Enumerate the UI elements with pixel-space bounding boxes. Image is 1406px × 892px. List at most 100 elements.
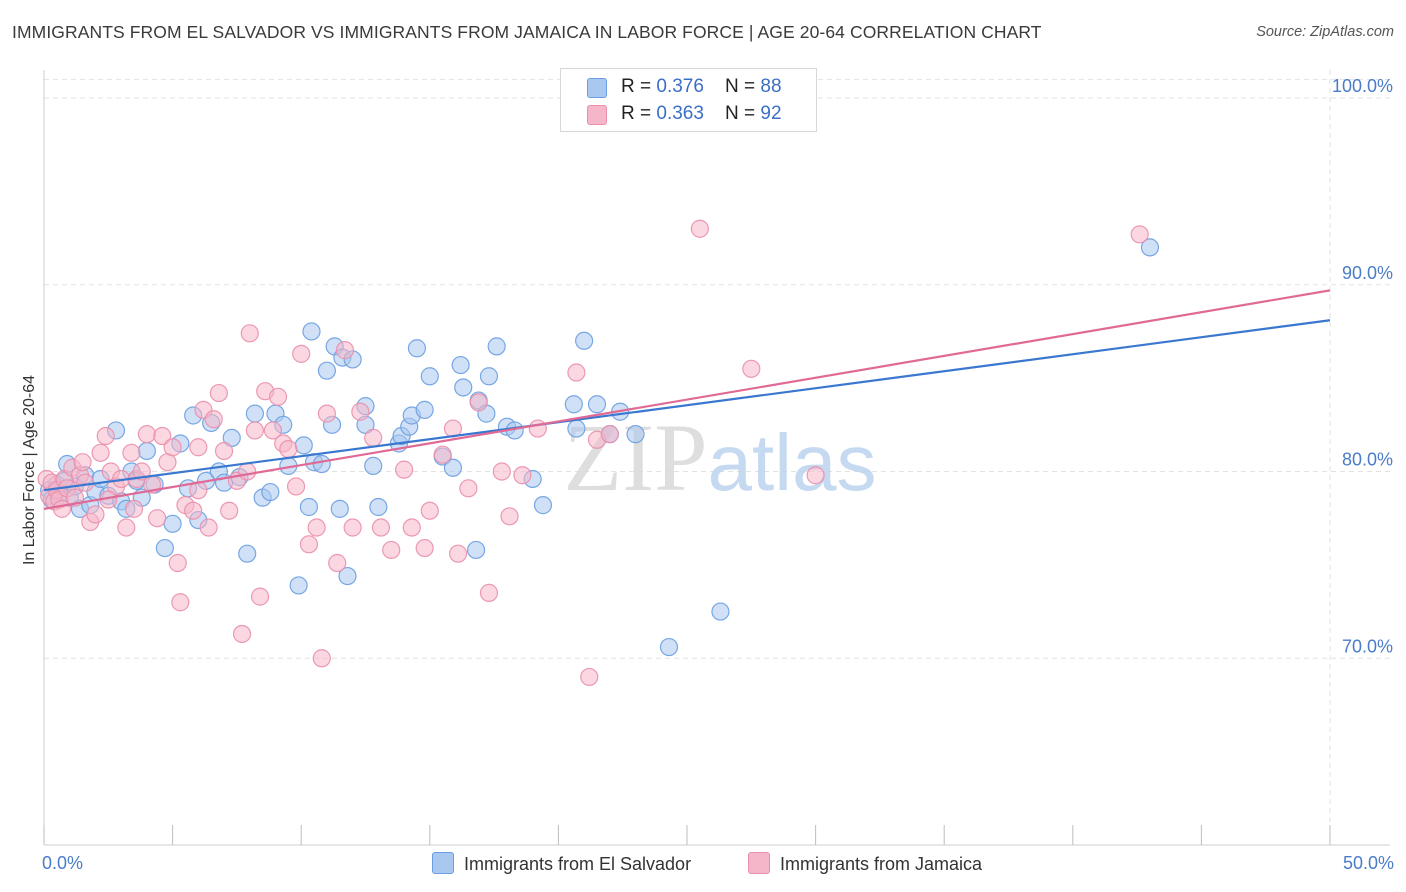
data-point — [245, 404, 265, 423]
data-point — [124, 499, 144, 518]
data-point — [122, 443, 141, 462]
gridlines — [44, 70, 1390, 845]
data-point — [299, 497, 319, 517]
stats-legend: R = 0.376 N = 88 R = 0.363 N = 92 — [560, 68, 817, 132]
data-point — [487, 337, 506, 356]
data-point — [163, 514, 182, 533]
data-point — [415, 538, 434, 558]
legend-r-label: R = — [621, 103, 657, 124]
data-point — [86, 505, 105, 524]
data-point — [199, 518, 218, 537]
data-point — [209, 383, 228, 403]
trend-lines — [43, 289, 1331, 510]
data-point — [317, 404, 337, 423]
data-point — [466, 540, 486, 560]
legend-n-value: 88 — [760, 76, 782, 97]
source-label: Source: ZipAtlas.com — [1256, 24, 1394, 40]
legend-n-label: N = — [725, 103, 761, 124]
bottom-legend-swatch-blue — [432, 852, 454, 874]
data-point — [263, 421, 283, 440]
data-point — [742, 359, 761, 378]
data-point — [451, 355, 470, 375]
data-point — [52, 499, 72, 518]
data-point — [137, 425, 156, 444]
data-point — [204, 410, 223, 429]
y-tick-label: 70.0% — [1342, 636, 1393, 656]
data-point — [567, 363, 586, 382]
data-point — [76, 473, 95, 492]
data-point — [407, 339, 427, 358]
bottom-legend-label: Immigrants from Jamaica — [780, 854, 983, 874]
data-point — [364, 428, 383, 447]
data-point — [626, 425, 645, 444]
bottom-legend-swatch-pink — [748, 852, 770, 874]
data-point — [351, 402, 370, 421]
trend-line — [43, 319, 1331, 492]
chart-title: IMMIGRANTS FROM EL SALVADOR VS IMMIGRANT… — [12, 22, 1042, 42]
data-point — [335, 341, 355, 360]
data-point — [402, 518, 421, 537]
data-point — [459, 479, 478, 498]
data-point — [312, 454, 331, 474]
data-point — [294, 436, 313, 455]
data-point — [371, 518, 391, 537]
data-point — [137, 441, 156, 461]
data-point — [567, 419, 586, 438]
legend-r-value: 0.363 — [656, 103, 704, 124]
y-tick-label: 90.0% — [1342, 263, 1393, 283]
data-point — [479, 583, 499, 602]
data-point — [240, 324, 259, 343]
data-point — [528, 419, 547, 438]
tick-labels: 70.0% 80.0% 90.0% 100.0% 0.0% 50.0% — [42, 76, 1394, 873]
data-point — [163, 438, 182, 457]
data-point — [338, 566, 357, 586]
bottom-legend-label: Immigrants from El Salvador — [464, 854, 692, 874]
data-point — [364, 456, 383, 476]
bottom-legend-jamaica: Immigrants from Jamaica — [748, 852, 982, 875]
trend-line — [43, 289, 1331, 510]
data-point — [580, 667, 599, 687]
data-point — [500, 507, 519, 526]
data-point — [171, 593, 190, 612]
bottom-legend-el-salvador: Immigrants from El Salvador — [432, 852, 691, 875]
data-point — [479, 367, 499, 386]
data-point — [469, 393, 488, 412]
y-tick-label: 80.0% — [1342, 450, 1393, 470]
data-point — [96, 426, 115, 446]
legend-r-label: R = — [621, 76, 657, 97]
data-point — [168, 553, 187, 573]
data-point — [261, 482, 280, 502]
data-point — [155, 538, 174, 558]
data-point — [189, 438, 208, 457]
data-point — [299, 535, 319, 554]
data-point — [268, 387, 288, 406]
data-point — [420, 501, 439, 520]
data-point — [214, 441, 234, 461]
data-point — [245, 421, 265, 440]
legend-n-label: N = — [725, 76, 761, 97]
data-point — [238, 544, 257, 563]
data-point — [184, 501, 203, 520]
data-point — [415, 400, 434, 419]
data-point — [317, 361, 337, 380]
data-point — [220, 501, 239, 520]
data-point — [690, 219, 709, 238]
data-point — [153, 426, 172, 446]
data-point — [394, 460, 414, 479]
data-point — [343, 518, 362, 537]
data-point — [302, 322, 321, 341]
data-point — [73, 453, 92, 472]
data-point — [492, 462, 511, 481]
data-point — [587, 395, 607, 414]
data-point — [600, 425, 619, 444]
data-point — [312, 649, 331, 668]
data-point — [232, 624, 252, 644]
data-point — [443, 458, 463, 477]
data-point — [148, 509, 167, 528]
data-point — [806, 466, 825, 485]
data-point — [575, 331, 594, 350]
data-point — [513, 466, 532, 485]
data-point — [289, 576, 308, 595]
x-tick-label: 50.0% — [1343, 853, 1394, 873]
